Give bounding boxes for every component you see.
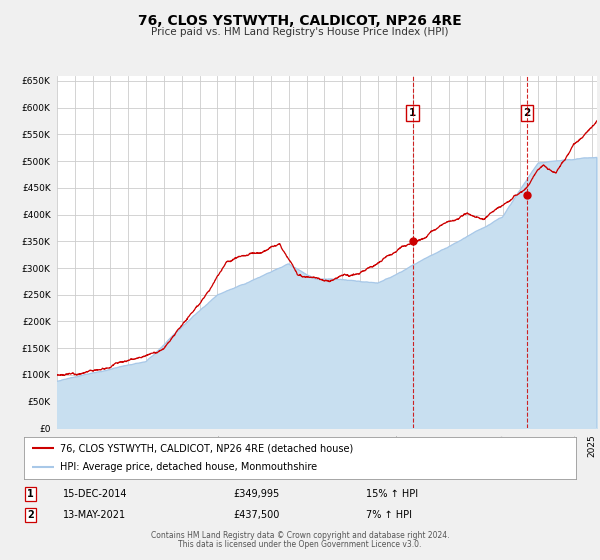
Text: This data is licensed under the Open Government Licence v3.0.: This data is licensed under the Open Gov… xyxy=(178,540,422,549)
Text: £437,500: £437,500 xyxy=(234,510,280,520)
Text: HPI: Average price, detached house, Monmouthshire: HPI: Average price, detached house, Monm… xyxy=(60,463,317,473)
Text: 7% ↑ HPI: 7% ↑ HPI xyxy=(366,510,412,520)
Text: 13-MAY-2021: 13-MAY-2021 xyxy=(62,510,126,520)
Text: £349,995: £349,995 xyxy=(234,489,280,498)
Text: 15% ↑ HPI: 15% ↑ HPI xyxy=(366,489,418,498)
Text: 15-DEC-2014: 15-DEC-2014 xyxy=(62,489,127,498)
Text: 2: 2 xyxy=(523,108,530,118)
Text: Contains HM Land Registry data © Crown copyright and database right 2024.: Contains HM Land Registry data © Crown c… xyxy=(151,531,449,540)
Text: 76, CLOS YSTWYTH, CALDICOT, NP26 4RE: 76, CLOS YSTWYTH, CALDICOT, NP26 4RE xyxy=(138,14,462,28)
Text: 1: 1 xyxy=(409,108,416,118)
Text: Price paid vs. HM Land Registry's House Price Index (HPI): Price paid vs. HM Land Registry's House … xyxy=(151,27,449,37)
Text: 1: 1 xyxy=(27,489,34,498)
Text: 2: 2 xyxy=(27,510,34,520)
Text: 76, CLOS YSTWYTH, CALDICOT, NP26 4RE (detached house): 76, CLOS YSTWYTH, CALDICOT, NP26 4RE (de… xyxy=(60,443,353,453)
